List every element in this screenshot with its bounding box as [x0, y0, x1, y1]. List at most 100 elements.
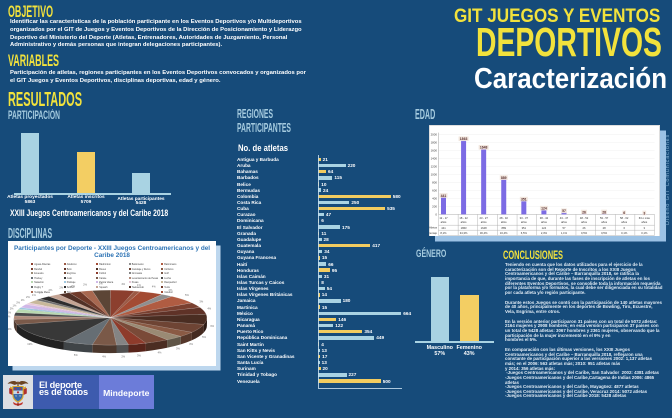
svg-text:2%: 2% — [10, 306, 14, 310]
svg-text:5%: 5% — [185, 293, 189, 297]
svg-text:30,4%: 30,4% — [480, 230, 488, 234]
svg-text:1400: 1400 — [431, 156, 438, 160]
svg-text:2%: 2% — [26, 295, 30, 299]
svg-text:3%: 3% — [200, 300, 204, 304]
svg-text:años: años — [641, 220, 647, 224]
svg-text:0,5%: 0,5% — [581, 230, 588, 234]
svg-text:4%: 4% — [208, 306, 212, 310]
svg-text:4%: 4% — [152, 285, 156, 289]
svg-text:años: años — [601, 220, 607, 224]
svg-text:34,3%: 34,3% — [460, 230, 468, 234]
svg-text:3: 3 — [643, 211, 645, 215]
svg-text:2%: 2% — [39, 291, 43, 295]
svg-text:3%: 3% — [99, 282, 103, 286]
svg-text:28 - 32: 28 - 32 — [500, 216, 509, 220]
svg-text:2%: 2% — [169, 288, 173, 292]
svg-text:años: años — [441, 220, 447, 224]
svg-text:1%: 1% — [13, 303, 17, 307]
svg-text:58 - 62: 58 - 62 — [620, 216, 629, 220]
svg-text:5%: 5% — [74, 353, 78, 357]
svg-text:0,1%: 0,1% — [621, 230, 628, 234]
svg-text:6%: 6% — [211, 324, 215, 328]
svg-text:3: 3 — [644, 225, 646, 229]
svg-text:1648: 1648 — [480, 145, 488, 149]
svg-text:28: 28 — [602, 210, 606, 214]
svg-text:1%: 1% — [32, 293, 36, 297]
svg-text:2%: 2% — [60, 286, 64, 290]
svg-text:13%: 13% — [27, 342, 33, 346]
svg-text:441: 441 — [441, 225, 446, 229]
svg-text:57: 57 — [562, 209, 566, 213]
svg-text:351: 351 — [522, 225, 527, 229]
svg-text:años: años — [561, 220, 567, 224]
svg-text:1648: 1648 — [481, 225, 487, 229]
svg-text:años: años — [461, 220, 467, 224]
svg-text:2%: 2% — [8, 315, 11, 319]
svg-text:441: 441 — [441, 193, 447, 197]
svg-text:4%: 4% — [122, 282, 126, 286]
svg-text:889: 889 — [501, 225, 506, 229]
svg-text:6: 6 — [623, 211, 625, 215]
svg-text:1600: 1600 — [431, 148, 438, 152]
svg-text:600: 600 — [432, 188, 437, 192]
svg-text:0: 0 — [435, 212, 437, 216]
svg-text:1%: 1% — [21, 298, 25, 302]
svg-text:3%: 3% — [189, 342, 193, 346]
svg-text:2%: 2% — [122, 355, 126, 359]
svg-text:5%: 5% — [202, 335, 206, 339]
svg-text:16,4%: 16,4% — [500, 230, 508, 234]
svg-text:889: 889 — [501, 175, 507, 179]
svg-text:23 - 27: 23 - 27 — [479, 216, 488, 220]
svg-text:2%: 2% — [17, 301, 21, 305]
svg-text:63 o más: 63 o más — [639, 216, 651, 220]
svg-text:12 - 17: 12 - 17 — [439, 216, 448, 220]
svg-text:3%: 3% — [137, 354, 141, 358]
svg-text:6,5%: 6,5% — [521, 230, 528, 234]
svg-text:33 - 37: 33 - 37 — [520, 216, 529, 220]
svg-text:124: 124 — [541, 206, 547, 210]
svg-text:57: 57 — [562, 225, 565, 229]
svg-text:3%: 3% — [176, 347, 180, 351]
svg-text:3%: 3% — [8, 327, 12, 331]
svg-text:2%: 2% — [8, 311, 12, 315]
svg-text:400: 400 — [432, 196, 437, 200]
svg-text:años: años — [481, 220, 487, 224]
svg-text:2%: 2% — [71, 284, 75, 288]
svg-text:0,5%: 0,5% — [601, 230, 608, 234]
svg-text:200: 200 — [432, 204, 437, 208]
svg-text:8,1%: 8,1% — [440, 230, 447, 234]
svg-text:1%: 1% — [137, 283, 141, 287]
svg-text:18 - 22: 18 - 22 — [459, 216, 468, 220]
svg-text:1200: 1200 — [431, 164, 438, 168]
svg-text:1,1%: 1,1% — [561, 230, 568, 234]
svg-text:2000: 2000 — [431, 132, 438, 136]
svg-text:años: años — [621, 220, 627, 224]
svg-text:53 - 57: 53 - 57 — [600, 216, 609, 220]
svg-text:26: 26 — [582, 210, 586, 214]
svg-text:48 - 52: 48 - 52 — [580, 216, 589, 220]
svg-text:4%: 4% — [102, 355, 106, 359]
svg-text:800: 800 — [432, 180, 437, 184]
svg-text:años: años — [581, 220, 587, 224]
svg-text:4%: 4% — [158, 351, 162, 355]
svg-text:0,1%: 0,1% — [641, 230, 648, 234]
svg-text:1800: 1800 — [431, 140, 438, 144]
svg-text:Porcentaje: Porcentaje — [429, 230, 438, 234]
svg-text:28: 28 — [603, 225, 606, 229]
svg-text:No. Atletas: No. Atletas — [429, 225, 438, 229]
svg-text:351: 351 — [521, 197, 527, 201]
svg-text:26: 26 — [583, 225, 586, 229]
svg-text:1863: 1863 — [460, 137, 468, 141]
svg-text:124: 124 — [542, 225, 547, 229]
svg-text:1000: 1000 — [431, 172, 438, 176]
svg-text:años: años — [501, 220, 507, 224]
svg-text:2,3%: 2,3% — [541, 230, 548, 234]
svg-text:6: 6 — [623, 225, 625, 229]
svg-text:2%: 2% — [49, 288, 53, 292]
svg-text:1863: 1863 — [461, 225, 467, 229]
svg-text:años: años — [541, 220, 547, 224]
svg-text:2%: 2% — [83, 283, 87, 287]
svg-text:43 - 47: 43 - 47 — [560, 216, 569, 220]
svg-text:años: años — [521, 220, 527, 224]
svg-text:38 - 42: 38 - 42 — [540, 216, 549, 220]
